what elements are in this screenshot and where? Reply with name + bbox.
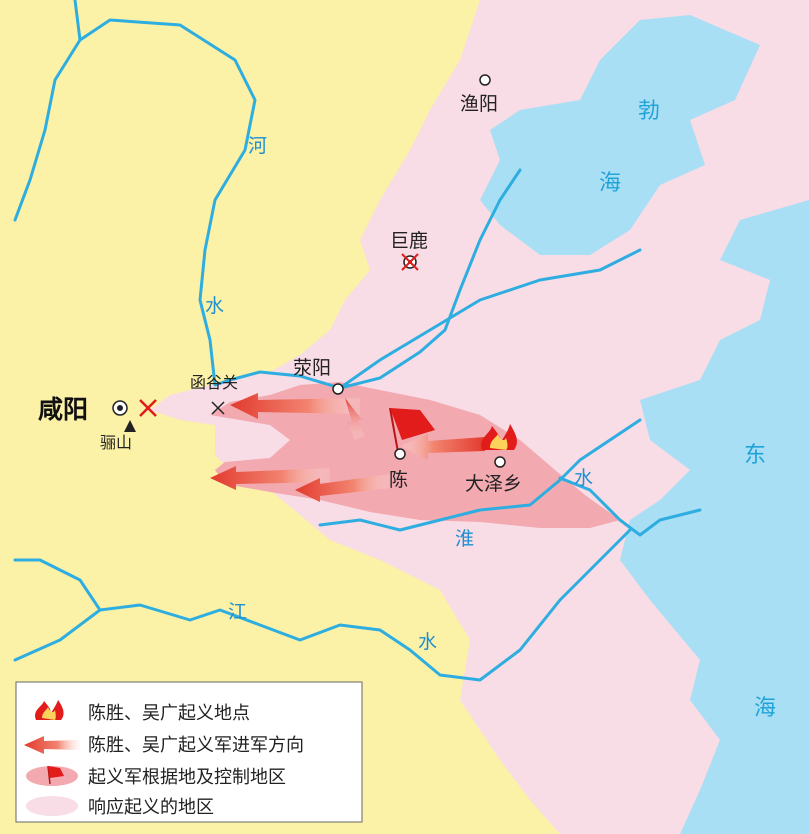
arrow-west-upper (210, 466, 330, 490)
legend-arrow-icon (24, 736, 80, 754)
donghai-label-2: 海 (754, 696, 776, 721)
lishan-label: 骊山 (100, 433, 132, 452)
yuyang-label: 渔阳 (460, 93, 498, 115)
legend-label-0: 陈胜、吴广起义地点 (88, 703, 250, 724)
lishan-mountain-icon (124, 420, 136, 432)
bohai-sea (480, 15, 760, 255)
bohai-label-1: 勃 (638, 99, 660, 124)
place-labels: 咸阳 骊山 函谷关 荥阳 巨鹿 渔阳 陈 大泽乡 (38, 93, 522, 495)
huai-river-lower (558, 476, 702, 537)
chen-label: 陈 (389, 469, 408, 491)
huai-river-label-1: 淮 (455, 528, 474, 550)
river-labels: 河 水 淮 水 江 水 (205, 135, 593, 653)
hangu-pass-icon (211, 401, 225, 415)
place-markers (112, 74, 506, 468)
rivers (13, 0, 702, 682)
yuyang-marker (479, 74, 491, 86)
ji-river (338, 248, 642, 390)
he-river-label-1: 河 (248, 135, 267, 157)
xingyang-marker (332, 383, 344, 395)
julu-label: 巨鹿 (390, 230, 428, 252)
yangtze-river (13, 528, 632, 682)
xianyang-marker (112, 400, 128, 416)
sea-labels: 勃 海 东 海 (599, 99, 776, 721)
arrow-west-lower (295, 474, 392, 502)
huai-river (318, 418, 642, 532)
yangtze-upper (13, 558, 102, 612)
xianyang-label: 咸阳 (38, 395, 88, 424)
arrow-to-xingyang (345, 398, 365, 440)
battle-cross-icon (139, 399, 157, 417)
jiang-river-label-1: 江 (228, 601, 247, 623)
legend-label-1: 陈胜、吴广起义军进军方向 (88, 735, 304, 756)
fire-icon (481, 424, 517, 450)
arrow-to-chen (400, 434, 485, 460)
julu-marker (401, 253, 419, 271)
legend-box (15, 681, 363, 823)
donghai-label-1: 东 (744, 443, 766, 468)
flag-icon (389, 407, 435, 453)
donghai-sea (620, 200, 809, 834)
xingyang-label: 荥阳 (293, 357, 331, 379)
legend-response-area-icon (26, 796, 78, 816)
dazexiang-marker (494, 456, 506, 468)
bohai-label-2: 海 (599, 171, 621, 196)
chen-marker (394, 448, 406, 460)
dazexiang-label: 大泽乡 (465, 473, 522, 495)
yellow-river-branch (13, 38, 82, 222)
he-river-label-2: 水 (205, 295, 224, 317)
advance-arrows (210, 393, 485, 502)
legend-flag-icon (47, 765, 64, 785)
huai-river-label-2: 水 (574, 467, 593, 489)
arrow-to-hangu (230, 393, 360, 419)
legend: 陈胜、吴广起义地点 陈胜、吴广起义军进军方向 起义军根据地及控制地区 响应起义的… (15, 681, 363, 823)
legend-label-2: 起义军根据地及控制地区 (88, 767, 286, 788)
jiang-river-label-2: 水 (418, 631, 437, 653)
legend-fire-icon (35, 700, 64, 720)
hanguguan-label: 函谷关 (190, 373, 238, 392)
legend-label-3: 响应起义的地区 (88, 797, 214, 818)
